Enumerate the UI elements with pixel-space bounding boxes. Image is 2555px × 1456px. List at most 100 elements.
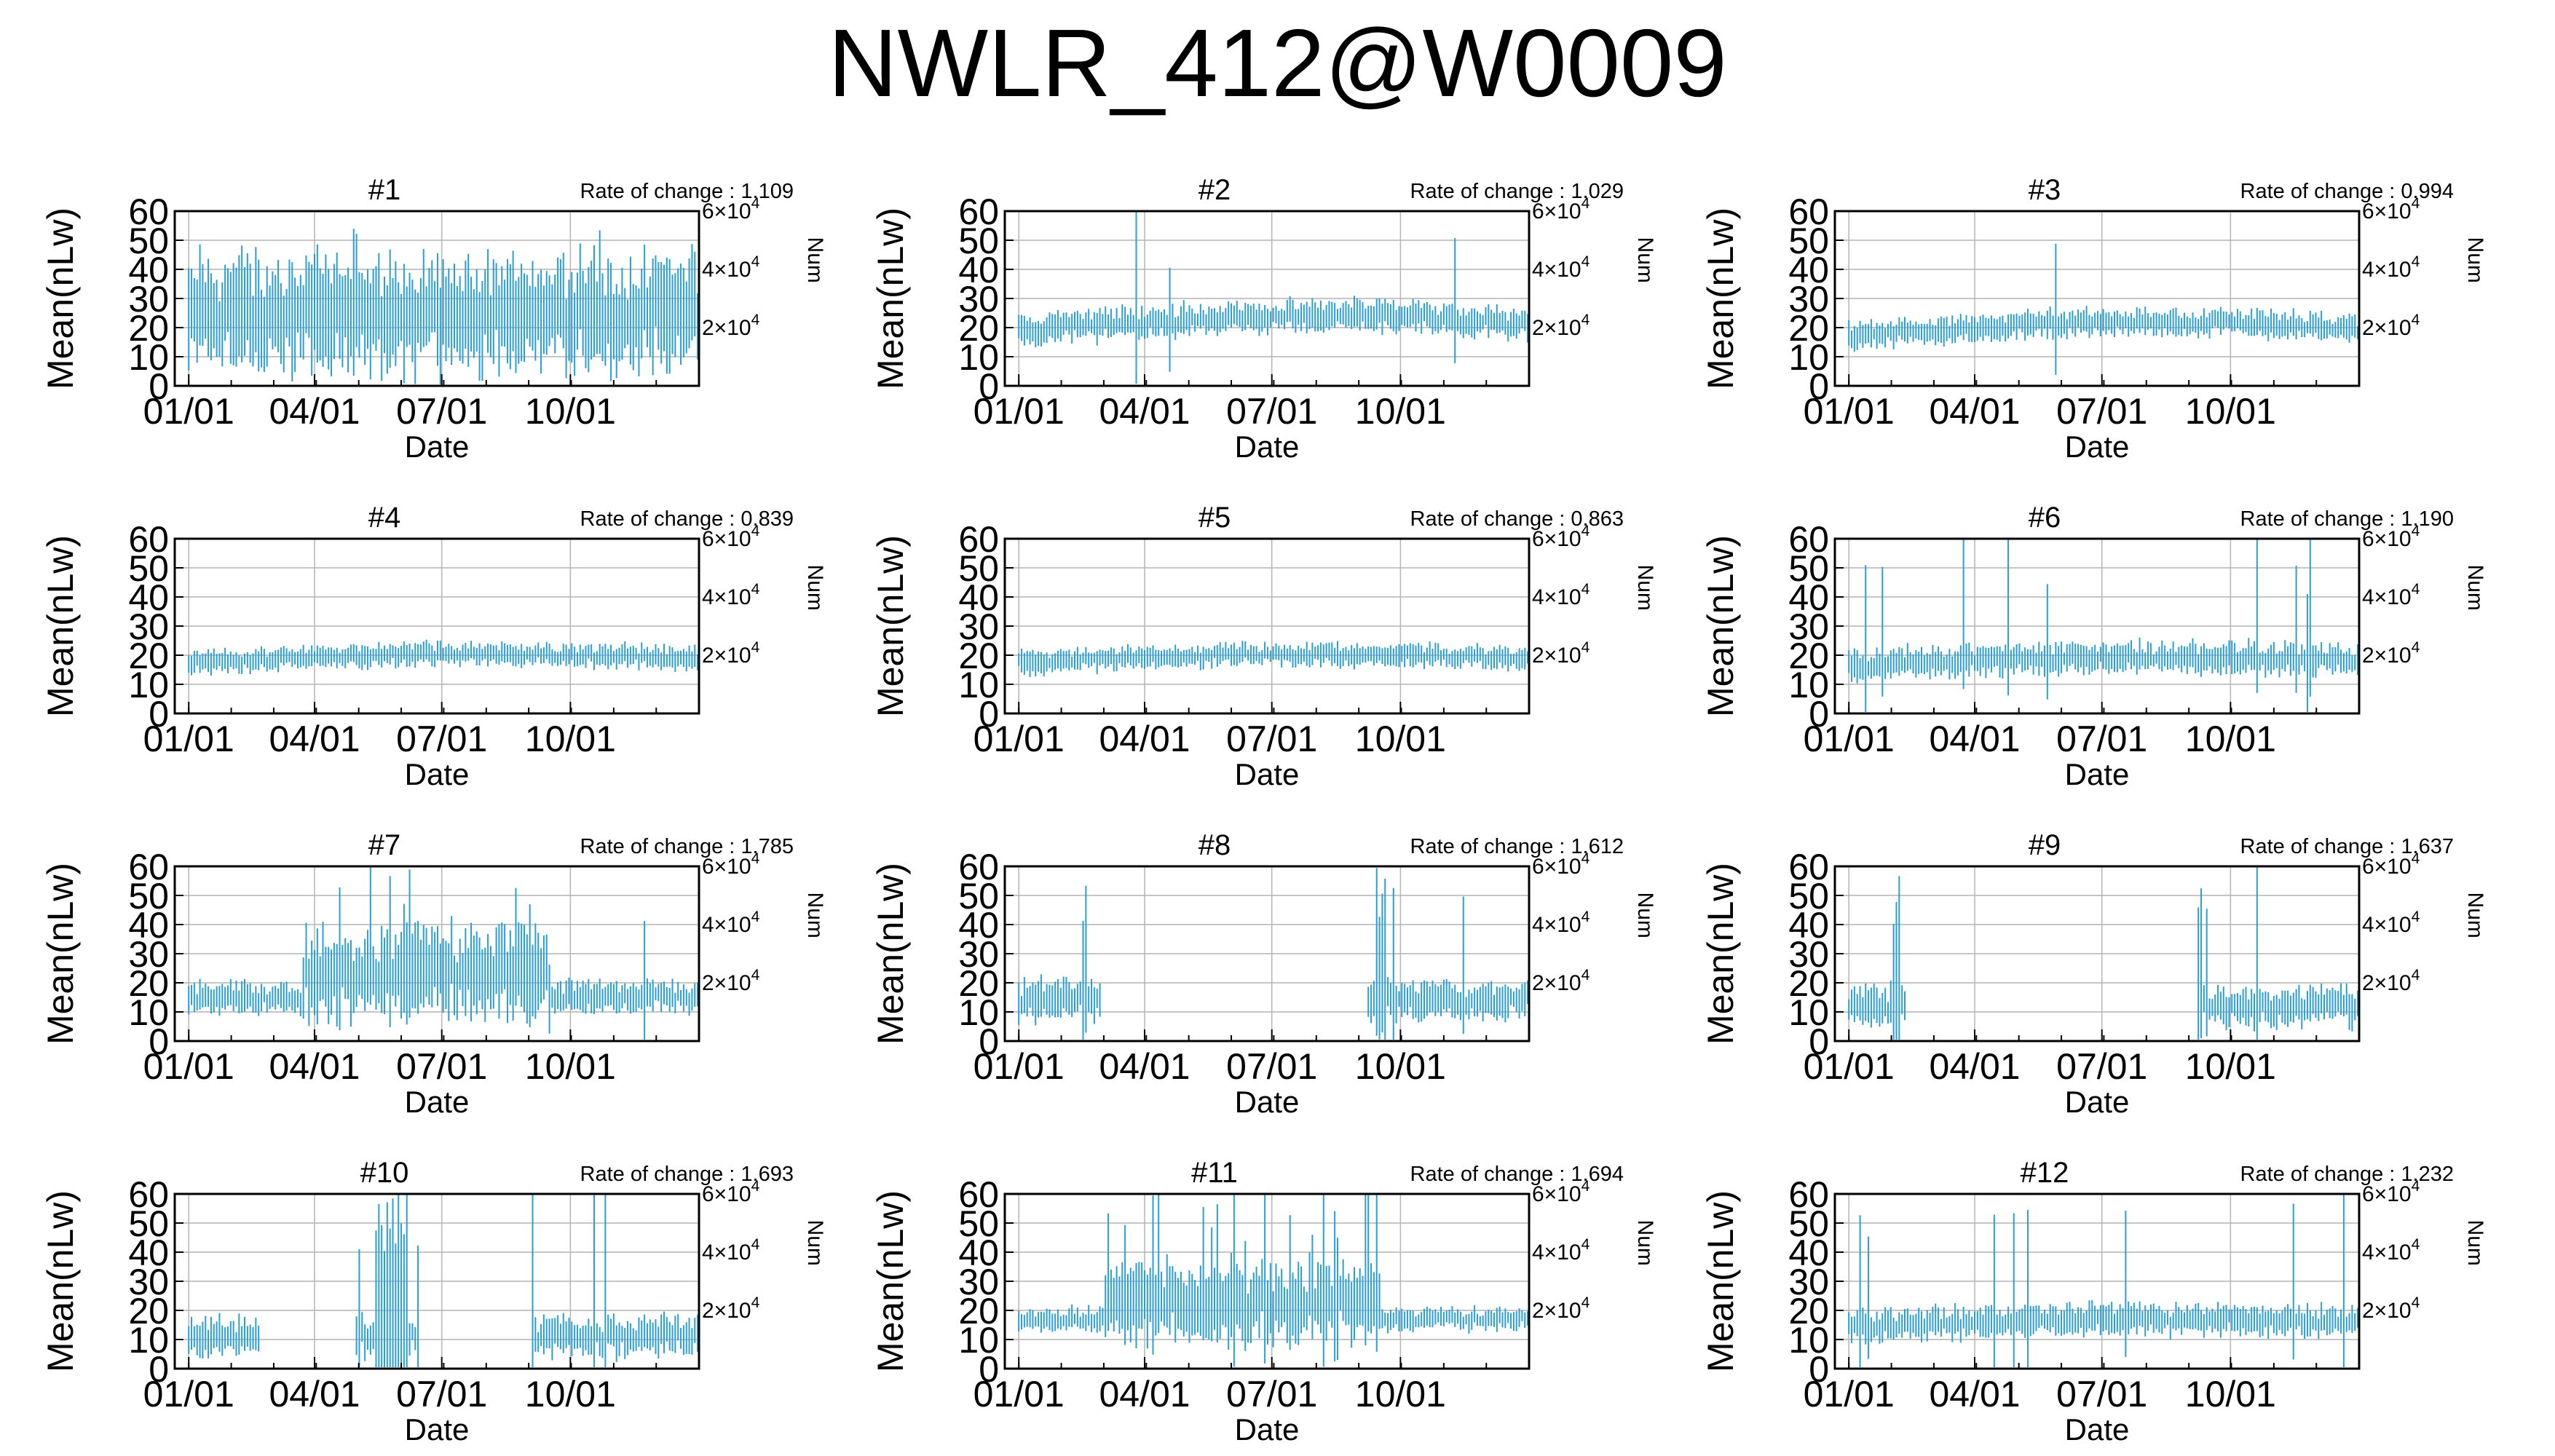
y2-tick-label: 6×104 (2362, 195, 2420, 223)
x-axis-title: Date (405, 757, 470, 791)
y-tick-label: 20 (128, 963, 169, 1004)
y-tick-label: 0 (979, 1349, 999, 1390)
x-tick-label: 07/01 (2056, 719, 2147, 759)
y-tick-label: 0 (979, 694, 999, 735)
x-tick-label: 10/01 (525, 391, 616, 432)
y2-tick-label: 4×104 (2362, 909, 2420, 937)
x-tick-label: 07/01 (1226, 719, 1317, 759)
x-tick-label: 10/01 (1355, 391, 1446, 432)
y-axis-title: Mean(nLw) (40, 1190, 81, 1372)
y-tick-label: 10 (128, 992, 169, 1033)
y-tick-label: 0 (979, 1021, 999, 1062)
x-axis-title: Date (2065, 430, 2130, 464)
y-axis-title: Mean(nLw) (40, 207, 81, 389)
y2-tick-label: 4×104 (2362, 1236, 2420, 1265)
y-tick-label: 50 (128, 876, 169, 917)
data-series (1018, 211, 1529, 384)
y2-tick-label: 6×104 (1532, 850, 1590, 879)
y-tick-label: 50 (1788, 1203, 1829, 1244)
x-axis-title: Date (2065, 1412, 2130, 1447)
rate-of-change-label: Rate of change : 0.994 (2240, 180, 2454, 203)
panel-title: #10 (360, 1157, 409, 1189)
y-axis-title: Mean(nLw) (870, 1190, 911, 1372)
y-axis-title: Mean(nLw) (870, 863, 911, 1045)
y-axis-title: Mean(nLw) (1700, 863, 1741, 1045)
x-tick-label: 10/01 (2185, 1046, 2276, 1087)
y-tick-label: 40 (958, 577, 999, 618)
y2-axis-title: Num (2463, 565, 2487, 611)
y-tick-label: 20 (958, 1291, 999, 1332)
y-tick-label: 0 (1809, 1021, 1829, 1062)
y2-tick-label: 4×104 (1532, 1236, 1590, 1265)
data-series (1018, 1194, 1529, 1367)
x-tick-label: 07/01 (2056, 1046, 2147, 1087)
y-tick-label: 10 (1788, 337, 1829, 378)
y-tick-label: 30 (128, 1262, 169, 1302)
y2-tick-label: 6×104 (1532, 523, 1590, 551)
data-series (188, 639, 699, 676)
panel-title: #7 (368, 829, 401, 861)
y2-tick-label: 2×104 (2362, 639, 2420, 668)
y-tick-label: 60 (1788, 191, 1829, 232)
rate-of-change-label: Rate of change : 1.637 (2240, 835, 2454, 858)
y-tick-label: 60 (128, 191, 169, 232)
y-tick-label: 40 (958, 250, 999, 290)
x-tick-label: 07/01 (2056, 391, 2147, 432)
y-tick-label: 10 (128, 1320, 169, 1361)
x-axis-title: Date (405, 1412, 470, 1447)
y2-tick-label: 4×104 (702, 581, 760, 609)
x-tick-label: 01/01 (974, 391, 1065, 432)
x-tick-label: 07/01 (396, 1374, 487, 1415)
y-tick-label: 20 (958, 308, 999, 349)
y-tick-label: 40 (958, 1233, 999, 1273)
y2-tick-label: 2×104 (1532, 639, 1590, 668)
x-axis-title: Date (1235, 430, 1300, 464)
panel-title: #5 (1198, 502, 1231, 534)
y-axis-title: Mean(nLw) (870, 207, 911, 389)
y-tick-label: 60 (958, 1174, 999, 1215)
y2-tick-label: 4×104 (1532, 253, 1590, 282)
y-axis-title: Mean(nLw) (1700, 1190, 1741, 1372)
x-tick-label: 10/01 (525, 1046, 616, 1087)
x-tick-label: 01/01 (1804, 719, 1895, 759)
y-tick-label: 50 (958, 1203, 999, 1244)
y2-tick-label: 6×104 (1532, 195, 1590, 223)
x-axis-title: Date (2065, 1085, 2130, 1119)
y-tick-label: 60 (958, 847, 999, 887)
y-tick-label: 30 (1788, 606, 1829, 647)
x-tick-label: 01/01 (1804, 391, 1895, 432)
y2-tick-label: 6×104 (702, 850, 760, 879)
y-tick-label: 10 (958, 1320, 999, 1361)
x-tick-label: 10/01 (1355, 1374, 1446, 1415)
y-axis-title: Mean(nLw) (1700, 535, 1741, 717)
y2-tick-label: 6×104 (2362, 850, 2420, 879)
y-tick-label: 30 (958, 606, 999, 647)
y-tick-label: 20 (128, 636, 169, 676)
y-tick-label: 30 (128, 606, 169, 647)
rate-of-change-label: Rate of change : 1.694 (1410, 1163, 1624, 1186)
y-tick-label: 50 (958, 876, 999, 917)
y-tick-label: 60 (958, 191, 999, 232)
y-axis-title: Mean(nLw) (40, 535, 81, 717)
y-tick-label: 40 (128, 905, 169, 946)
y2-tick-label: 6×104 (702, 195, 760, 223)
x-tick-label: 04/01 (269, 1374, 360, 1415)
x-tick-label: 04/01 (1929, 1046, 2020, 1087)
y-tick-label: 20 (128, 1291, 169, 1332)
x-tick-label: 04/01 (269, 1046, 360, 1087)
x-tick-label: 01/01 (974, 1046, 1065, 1087)
y2-tick-label: 2×104 (1532, 1294, 1590, 1323)
data-series (1848, 243, 2359, 375)
data-series (1018, 641, 1529, 678)
y2-tick-label: 4×104 (1532, 581, 1590, 609)
y2-axis-title: Num (2463, 237, 2487, 283)
y2-axis-title: Num (803, 565, 827, 611)
rate-of-change-label: Rate of change : 1.232 (2240, 1163, 2454, 1186)
rate-of-change-label: Rate of change : 1.029 (1410, 180, 1624, 203)
